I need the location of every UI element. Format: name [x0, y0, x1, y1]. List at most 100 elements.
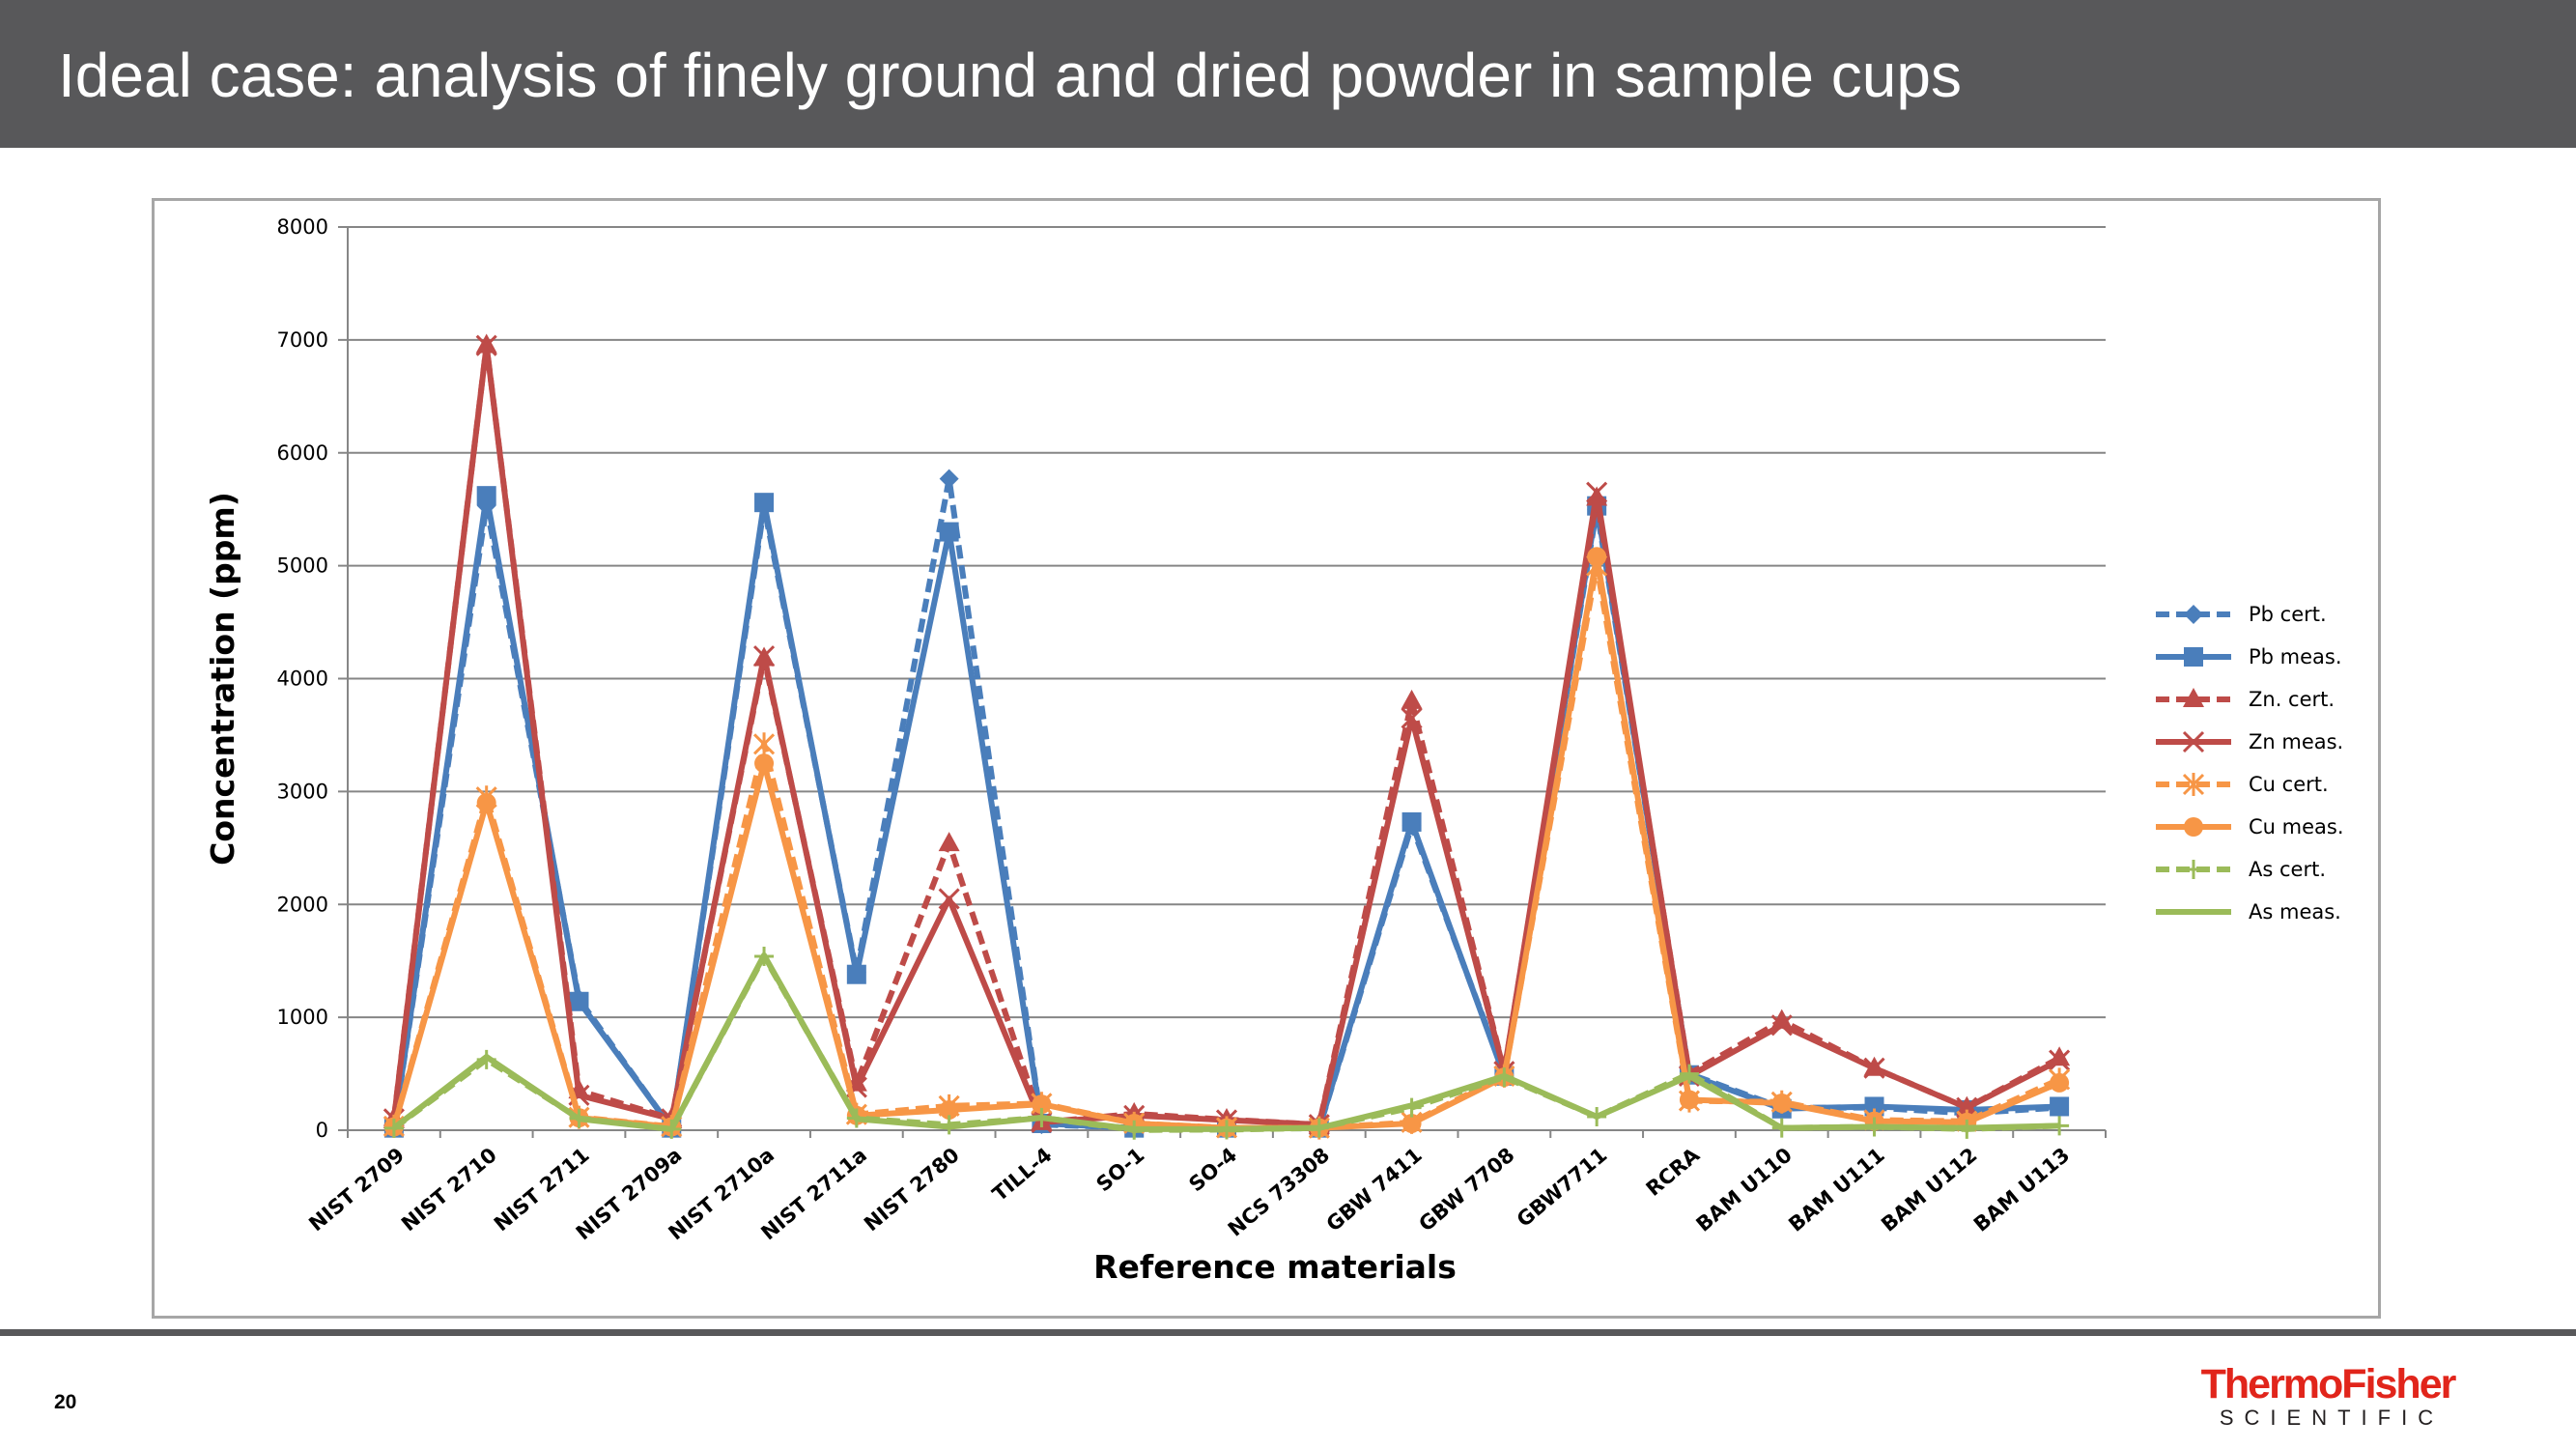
legend-item: As meas.: [2156, 900, 2341, 923]
data-point: [754, 493, 775, 513]
y-tick-label: 1000: [277, 1006, 328, 1029]
legend-marker: [2182, 773, 2205, 796]
data-point: [939, 522, 959, 542]
legend-item: Zn. cert.: [2156, 688, 2335, 711]
legend-item: As cert.: [2156, 858, 2326, 881]
chart-frame: 0 1000 2000 3000 4000 5000 6000 7000 8000 NIST 27…: [152, 198, 2381, 1319]
footer-rule: [0, 1329, 2576, 1336]
y-tick-label: 0: [316, 1119, 328, 1142]
legend-item: Pb cert.: [2156, 603, 2327, 626]
data-point: [939, 469, 959, 489]
data-point: [475, 334, 497, 356]
legend-marker: [2182, 730, 2205, 753]
series-line: [390, 342, 2061, 1128]
data-point: [569, 991, 589, 1011]
x-tick-label: NCS 73308: [1224, 1143, 1334, 1240]
legend-marker: [2184, 860, 2203, 879]
line-chart: 0 1000 2000 3000 4000 5000 6000 7000 8000 NIST 27…: [204, 215, 2344, 1286]
title-bar: Ideal case: analysis of finely ground an…: [0, 0, 2576, 148]
x-tick-label: GBW7711: [1513, 1143, 1612, 1231]
logo-subtitle: SCIENTIFIC: [2219, 1406, 2445, 1430]
data-point: [752, 732, 776, 756]
logo-wordmark: ThermoFisher: [2200, 1361, 2457, 1407]
y-tick-label: 5000: [277, 554, 328, 578]
data-point: [938, 888, 960, 910]
series-line: [390, 493, 2060, 1131]
series-line: [390, 475, 2060, 1132]
data-point: [752, 645, 776, 668]
series-line: [391, 554, 2061, 1131]
series-line: [392, 952, 2060, 1132]
series-cu-cert: [382, 554, 2071, 1140]
legend-item: Cu meas.: [2156, 815, 2344, 838]
data-point: [1401, 811, 1422, 832]
legend-label: Zn. cert.: [2249, 688, 2335, 711]
data-point: [1770, 1009, 1793, 1029]
series-line: [392, 953, 2060, 1133]
x-tick-label: BAM U112: [1877, 1143, 1981, 1236]
x-tick-label: GBW 7411: [1322, 1143, 1427, 1236]
y-tick-label: 6000: [277, 441, 328, 465]
legend-marker: [2184, 817, 2203, 837]
x-tick-label: SO-4: [1184, 1143, 1241, 1196]
data-point: [1864, 1096, 1884, 1117]
data-point: [2050, 1072, 2070, 1093]
series-line: [391, 562, 2061, 1131]
data-point: [1587, 547, 1607, 567]
series-zn-meas: [382, 334, 2071, 1136]
data-point: [939, 1099, 959, 1120]
x-axis-title: Reference materials: [1093, 1248, 1457, 1286]
data-point: [1401, 707, 1423, 729]
series-line: [390, 342, 2061, 1128]
legend-label: As cert.: [2249, 858, 2326, 881]
legend-marker: [2183, 688, 2204, 707]
x-tick-label: BAM U110: [1692, 1143, 1797, 1236]
x-tick-label: BAM U113: [1969, 1143, 2074, 1236]
data-point: [1032, 1094, 1052, 1115]
y-axis-title: Concentration (ppm): [204, 492, 241, 866]
x-tick-label: TILL-4: [988, 1143, 1057, 1206]
x-tick-label: BAM U111: [1784, 1143, 1888, 1236]
y-tick-label: 7000: [277, 328, 328, 352]
legend-marker: [2184, 647, 2203, 667]
legend-marker: [2184, 605, 2203, 624]
x-tick-label: GBW 7708: [1414, 1143, 1518, 1236]
legend-label: Zn meas.: [2249, 730, 2343, 753]
legend-label: Cu meas.: [2249, 815, 2344, 838]
data-point: [1586, 481, 1608, 503]
x-tick-label: NIST 2710: [397, 1143, 501, 1236]
y-tick-label: 8000: [277, 215, 328, 239]
data-point: [1401, 689, 1423, 709]
data-point: [1770, 1014, 1793, 1037]
data-point: [1679, 1090, 1699, 1110]
legend-item: Pb meas.: [2156, 645, 2342, 668]
x-tick-label: NIST 2780: [860, 1143, 964, 1236]
legend-label: As meas.: [2249, 900, 2341, 923]
data-point: [476, 486, 496, 506]
data-point: [754, 753, 775, 774]
legend-label: Pb cert.: [2249, 603, 2327, 626]
legend-label: Cu cert.: [2249, 773, 2329, 796]
data-point: [846, 964, 866, 984]
series-cu-meas: [383, 547, 2070, 1138]
thermo-fisher-logo: ThermoFisher SCIENTIFIC: [2193, 1361, 2463, 1430]
data-point: [383, 1118, 404, 1138]
slide-title: Ideal case: analysis of finely ground an…: [58, 41, 1962, 110]
data-point: [2050, 1096, 2070, 1117]
x-tick-label: NIST 2709: [304, 1143, 409, 1236]
data-point: [476, 793, 496, 813]
data-point: [1401, 1113, 1422, 1133]
data-point: [2049, 1049, 2071, 1071]
page-number: 20: [54, 1391, 77, 1413]
legend-item: Zn meas.: [2156, 730, 2343, 753]
data-point: [1771, 1093, 1792, 1113]
series-as-meas: [392, 952, 2060, 1132]
legend-label: Pb meas.: [2249, 645, 2342, 668]
x-tick-label: RCRA: [1642, 1143, 1705, 1201]
y-tick-label: 4000: [277, 668, 328, 691]
data-point: [1863, 1057, 1885, 1079]
legend-item: Cu cert.: [2156, 773, 2329, 796]
data-point: [938, 832, 960, 852]
y-tick-label: 3000: [277, 780, 328, 803]
x-tick-label: SO-1: [1092, 1143, 1149, 1196]
